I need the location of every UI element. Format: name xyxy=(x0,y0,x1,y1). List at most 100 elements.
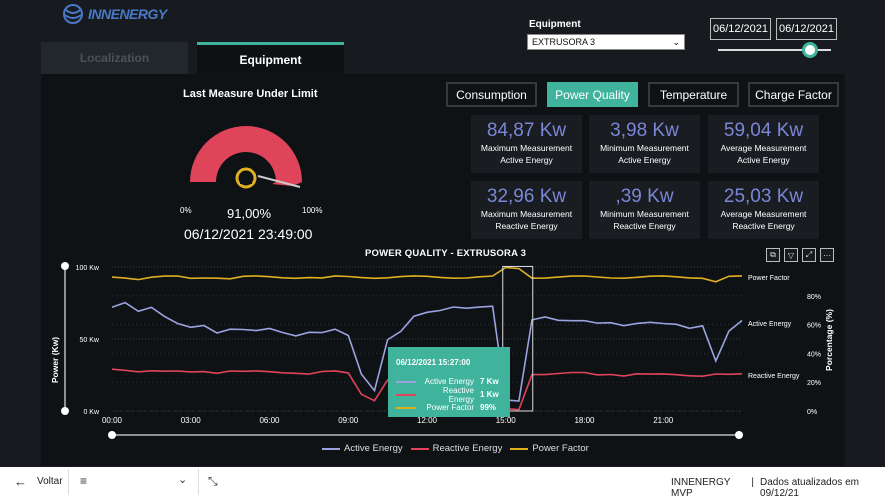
y-axis-label: Power (Kw) xyxy=(50,337,60,383)
legend-swatch xyxy=(410,447,429,450)
legend-label: Reactive Energy xyxy=(432,443,503,454)
card-sublabel: Active Energy xyxy=(737,155,790,165)
chart-title: POWER QUALITY - EXTRUSORA 3 xyxy=(365,248,527,259)
brand-logo: INNENERGY xyxy=(62,4,167,24)
x-tick-label: 03:00 xyxy=(181,416,202,425)
card-label: Average Measurement xyxy=(720,143,807,153)
y-tick-label: 50 Kw xyxy=(80,337,100,344)
date-range-slider[interactable] xyxy=(718,49,831,51)
tooltip-row: Power Factor 99% xyxy=(396,401,502,414)
card-min-reactive: ,39 Kw Minimum Measurement Reactive Ener… xyxy=(589,181,700,239)
card-value: 84,87 Kw xyxy=(486,120,567,141)
x-range-handle-left[interactable] xyxy=(108,431,116,439)
legend-swatch xyxy=(322,447,340,450)
bottom-bar xyxy=(0,467,885,497)
y2-tick-label: 0% xyxy=(807,409,817,416)
y-range-handle-top[interactable] xyxy=(61,262,69,270)
series-annotation: Active Energy xyxy=(748,321,792,328)
tooltip-swatch xyxy=(396,380,416,383)
y2-tick-label: 20% xyxy=(807,380,821,387)
card-max-reactive: 32,96 Kw Maximum Measurement Reactive En… xyxy=(471,181,582,239)
chevron-down-icon: ⌄ xyxy=(672,36,680,47)
card-label: Maximum Measurement xyxy=(480,143,573,153)
legend-item-reactive-energy[interactable]: Reactive Energy xyxy=(410,443,503,454)
filter-icon[interactable]: ▽ xyxy=(784,248,798,262)
globe-logo-icon xyxy=(63,4,83,24)
tooltip-series-value: 99% xyxy=(480,403,497,412)
y2-axis-ticks: 0% 20% 40% 60% 80% xyxy=(807,294,821,416)
equipment-label: Equipment xyxy=(529,19,581,30)
power-quality-button[interactable]: Power Quality xyxy=(547,82,638,107)
tooltip-row: Reactive Energy 1 Kw xyxy=(396,386,502,404)
card-sublabel: Active Energy xyxy=(500,155,553,165)
x-tick-label: 00:00 xyxy=(102,416,123,425)
gauge-chart xyxy=(190,126,302,189)
date-end-field[interactable]: 06/12/2021 xyxy=(776,18,837,40)
chevron-down-icon[interactable]: ⌄ xyxy=(178,474,188,486)
gauge-needle xyxy=(257,175,301,188)
tooltip-swatch xyxy=(396,393,416,396)
legend-item-active-energy[interactable]: Active Energy xyxy=(322,443,403,454)
tooltip-swatch xyxy=(396,406,416,409)
temperature-button[interactable]: Temperature xyxy=(648,82,739,107)
card-value: 3,98 Kw xyxy=(610,120,679,141)
report-name: INNENERGY MVP xyxy=(671,477,731,497)
y2-axis-label: Porcentage (%) xyxy=(824,309,834,371)
updated-text: Dados atualizados em 09/12/21 xyxy=(760,477,859,497)
card-value: 59,04 Kw xyxy=(723,120,804,141)
x-tick-label: 18:00 xyxy=(574,416,595,425)
card-label: Maximum Measurement xyxy=(480,209,573,219)
x-tick-label: 15:00 xyxy=(496,416,517,425)
more-icon[interactable]: ⋯ xyxy=(820,248,834,262)
footer-divider xyxy=(68,469,69,495)
y2-tick-label: 40% xyxy=(807,351,821,358)
footer-separator: | xyxy=(751,477,755,488)
gauge-value: 91,00% xyxy=(227,206,272,221)
x-axis-ticks: 00:00 03:00 06:00 09:00 12:00 15:00 18:00 21:00 xyxy=(102,416,674,425)
tooltip-header: 06/12/2021 15:27:00 xyxy=(396,358,471,367)
x-tick-label: 06:00 xyxy=(259,416,280,425)
y-range-handle-bottom[interactable] xyxy=(61,407,69,415)
card-sublabel: Reactive Energy xyxy=(613,221,676,231)
back-button[interactable]: ← Voltar xyxy=(14,474,63,489)
tab-localization[interactable]: Localization xyxy=(41,42,188,74)
card-sublabel: Reactive Energy xyxy=(495,221,558,231)
card-max-active: 84,87 Kw Maximum Measurement Active Ener… xyxy=(471,115,582,173)
consumption-button[interactable]: Consumption xyxy=(446,82,537,107)
tooltip-series-value: 7 Kw xyxy=(480,377,499,386)
gauge-datetime: 06/12/2021 23:49:00 xyxy=(184,226,313,242)
equipment-select[interactable]: EXTRUSORA 3 ⌄ xyxy=(527,34,685,50)
card-sublabel: Active Energy xyxy=(618,155,671,165)
tooltip-series-value: 1 Kw xyxy=(480,390,499,399)
y-tick-label: 100 Kw xyxy=(76,265,100,272)
date-start-field[interactable]: 06/12/2021 xyxy=(710,18,771,40)
back-label: Voltar xyxy=(37,476,63,487)
date-range-slider-handle[interactable] xyxy=(802,42,818,58)
collapse-icon[interactable]: ⤡ xyxy=(208,474,218,488)
x-range-handle-right[interactable] xyxy=(735,431,743,439)
chart-annotations: Power Factor Active Energy Reactive Energy xyxy=(748,275,800,380)
legend-item-power-factor[interactable]: Power Factor xyxy=(510,443,589,454)
arrow-left-icon: ← xyxy=(14,474,27,489)
tooltip-series-name: Active Energy xyxy=(424,377,474,386)
series-annotation: Power Factor xyxy=(748,275,790,282)
charge-factor-button[interactable]: Charge Factor xyxy=(748,82,839,107)
pages-menu-icon[interactable]: ≡ xyxy=(80,474,88,488)
series-line-active-energy xyxy=(111,301,743,402)
legend-swatch xyxy=(510,447,529,450)
x-tick-label: 09:00 xyxy=(338,416,359,425)
card-value: 25,03 Kw xyxy=(723,186,804,207)
tab-equipment[interactable]: Equipment xyxy=(197,42,344,74)
card-min-active: 3,98 Kw Minimum Measurement Active Energ… xyxy=(589,115,700,173)
card-value: 32,96 Kw xyxy=(486,186,567,207)
y-axis-ticks: 0 Kw 50 Kw 100 Kw xyxy=(76,265,100,416)
brand-name: INNENERGY xyxy=(88,6,167,22)
gauge-min-label: 0% xyxy=(180,206,192,215)
y-tick-label: 0 Kw xyxy=(83,409,100,416)
focus-icon[interactable]: ⤢ xyxy=(802,248,816,262)
copy-icon[interactable]: ⧉ xyxy=(766,248,780,262)
legend-label: Active Energy xyxy=(344,443,403,454)
y2-tick-label: 60% xyxy=(807,323,821,330)
card-avg-reactive: 25,03 Kw Average Measurement Reactive En… xyxy=(708,181,819,239)
equipment-select-value: EXTRUSORA 3 xyxy=(532,37,596,47)
